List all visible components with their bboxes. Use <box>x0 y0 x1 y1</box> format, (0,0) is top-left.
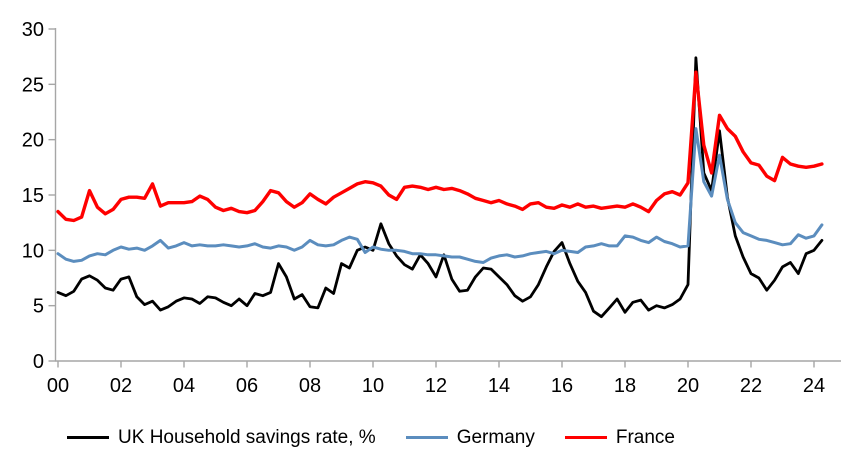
x-tick-label: 22 <box>740 375 762 397</box>
x-tick-label: 16 <box>551 375 573 397</box>
x-tick-label: 14 <box>488 375 510 397</box>
legend-label-france: France <box>615 426 675 448</box>
y-tick-label: 25 <box>22 74 44 96</box>
x-tick-label: 00 <box>47 375 69 397</box>
x-tick-label: 12 <box>425 375 447 397</box>
x-tick-label: 04 <box>173 375 195 397</box>
legend-item-germany: Germany <box>405 426 535 448</box>
x-tick-label: 02 <box>110 375 132 397</box>
x-tick-label: 24 <box>803 375 825 397</box>
x-tick-label: 20 <box>677 375 699 397</box>
series-line-france <box>56 70 824 223</box>
y-tick-label: 30 <box>22 19 44 41</box>
legend-label-uk: UK Household savings rate, % <box>118 426 376 448</box>
x-tick-label: 10 <box>362 375 384 397</box>
legend-item-france: France <box>564 426 675 448</box>
y-tick-label: 15 <box>22 185 44 207</box>
x-tick-label: 08 <box>299 375 321 397</box>
y-tick-label: 10 <box>22 240 44 262</box>
y-tick-label: 20 <box>22 130 44 152</box>
y-tick-label: 0 <box>33 351 44 373</box>
legend-line-swatch-france <box>564 435 607 439</box>
legend: UK Household savings rate, % Germany Fra… <box>0 421 797 453</box>
legend-item-uk: UK Household savings rate, % <box>67 428 376 447</box>
legend-label-germany: Germany <box>456 426 535 448</box>
series-line-germany <box>56 127 824 264</box>
x-tick-label: 18 <box>614 375 636 397</box>
x-tick-label: 06 <box>236 375 258 397</box>
legend-line-swatch-uk <box>67 435 110 439</box>
y-tick-label: 5 <box>33 296 44 318</box>
legend-line-swatch-germany <box>405 435 448 439</box>
